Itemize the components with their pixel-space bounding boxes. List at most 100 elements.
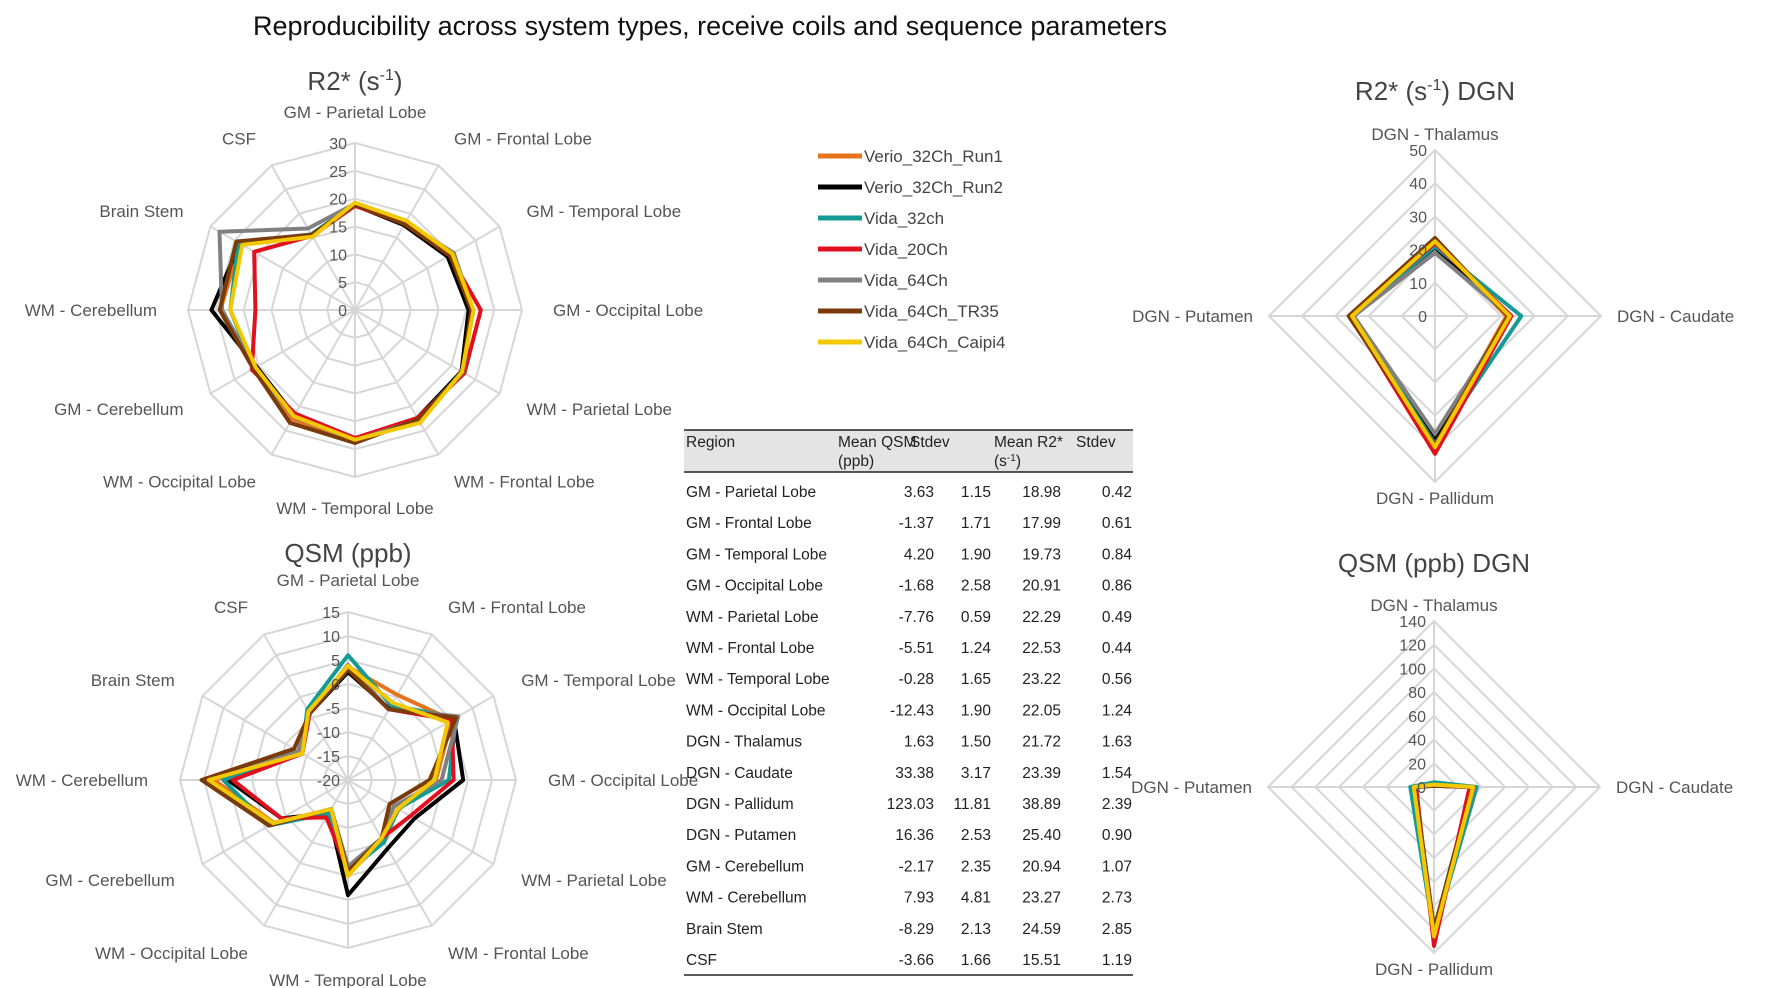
- table-cell-value: -8.29: [899, 921, 934, 938]
- table-cell-value: 4.20: [904, 546, 935, 563]
- table-cell-value: 2.13: [961, 921, 991, 938]
- table-cell-region: WM - Parietal Lobe: [686, 609, 819, 626]
- tick-label: -5: [326, 701, 340, 718]
- tick-label: 120: [1399, 638, 1426, 655]
- table-row: DGN - Putamen 16.36 2.53 25.40 0.90: [686, 827, 1132, 844]
- axis-label-dgn-putamen: DGN - Putamen: [1131, 778, 1252, 797]
- table-cell-region: WM - Occipital Lobe: [686, 702, 826, 719]
- table-cell-value: 7.93: [904, 890, 934, 907]
- tick-label: 40: [1408, 733, 1426, 750]
- table-cell-value: 22.29: [1022, 609, 1061, 626]
- tick-label: 0: [1417, 780, 1426, 797]
- table-cell-region: GM - Cerebellum: [686, 858, 804, 875]
- table-cell-value: 0.59: [961, 609, 991, 626]
- axis-label-brain-stem: Brain Stem: [91, 671, 175, 690]
- table-row: GM - Occipital Lobe -1.68 2.58 20.91 0.86: [686, 578, 1132, 595]
- table-row: GM - Temporal Lobe 4.20 1.90 19.73 0.84: [686, 546, 1132, 563]
- chart-title: R2* (s-1): [307, 66, 402, 96]
- table-cell-value: -12.43: [890, 702, 934, 719]
- table-cell-value: 17.99: [1022, 515, 1061, 532]
- table-cell-value: 0.44: [1102, 640, 1133, 657]
- table-cell-value: 20.91: [1022, 578, 1061, 595]
- table-cell-region: CSF: [686, 952, 717, 969]
- axis-label-dgn-pallidum: DGN - Pallidum: [1375, 960, 1493, 979]
- spoke-line: [209, 309, 356, 395]
- legend-label-vida-64ch-tr35: Vida_64Ch_TR35: [864, 302, 999, 321]
- table-cell-value: 0.90: [1102, 827, 1133, 844]
- series-vida-64ch-caipi4: [1350, 239, 1512, 450]
- table-cell-value: 18.98: [1022, 484, 1061, 501]
- table-row: WM - Occipital Lobe -12.43 1.90 22.05 1.24: [686, 702, 1132, 719]
- tick-label: 30: [1409, 209, 1427, 226]
- table-cell-value: 23.22: [1022, 671, 1061, 688]
- table-cell-region: GM - Parietal Lobe: [686, 484, 816, 501]
- axis-label-dgn-caudate: DGN - Caudate: [1617, 307, 1734, 326]
- table-cell-value: 0.49: [1102, 609, 1132, 626]
- axis-label-wm-frontal-lobe: WM - Frontal Lobe: [454, 473, 595, 492]
- table-row: DGN - Caudate 33.38 3.17 23.39 1.54: [686, 765, 1132, 782]
- axis-label-wm-occipital-lobe: WM - Occipital Lobe: [95, 944, 248, 963]
- table-cell-region: WM - Temporal Lobe: [686, 671, 830, 688]
- tick-label: 20: [329, 192, 347, 209]
- table-cell-value: 1.66: [961, 952, 991, 969]
- table-cell-value: 0.56: [1102, 671, 1132, 688]
- tick-label: 15: [329, 220, 347, 237]
- table-cell-value: 22.53: [1022, 640, 1061, 657]
- axis-label-wm-cerebellum: WM - Cerebellum: [25, 301, 157, 320]
- axis-label-csf: CSF: [214, 598, 248, 617]
- spoke-line: [263, 779, 349, 926]
- table-cell-value: 1.71: [961, 515, 991, 532]
- axis-label-dgn-putamen: DGN - Putamen: [1132, 307, 1253, 326]
- legend-label-vida-20ch: Vida_20Ch: [864, 240, 948, 259]
- table-cell-region: DGN - Caudate: [686, 765, 793, 782]
- table-cell-value: 123.03: [887, 796, 934, 813]
- table-row: WM - Cerebellum 7.93 4.81 23.27 2.73: [686, 890, 1132, 907]
- table-header-cell: Region: [686, 434, 735, 451]
- axis-label-dgn-thalamus: DGN - Thalamus: [1371, 125, 1498, 144]
- axis-label-dgn-caudate: DGN - Caudate: [1616, 778, 1733, 797]
- stats-table: Region Mean QSM (ppb) Stdev Mean R2* (s-1) Std…: [684, 429, 1133, 976]
- tick-label: 100: [1399, 661, 1426, 678]
- axis-label-brain-stem: Brain Stem: [99, 202, 183, 221]
- table-cell-value: 1.63: [1102, 734, 1132, 751]
- tick-label: 20: [1409, 243, 1427, 260]
- table-header-cell: Mean R2*: [994, 434, 1063, 451]
- chart-title: QSM (ppb) DGN: [1338, 548, 1530, 578]
- table-cell-value: 1.63: [904, 734, 934, 751]
- table-cell-value: 2.35: [961, 858, 991, 875]
- table-cell-value: 1.24: [1102, 702, 1133, 719]
- axis-label-wm-parietal-lobe: WM - Parietal Lobe: [527, 400, 673, 419]
- tick-label: 30: [329, 136, 347, 153]
- legend: Verio_32Ch_Run1 Verio_32Ch_Run2 Vida_32ch V…: [818, 147, 1005, 352]
- table-cell-value: 16.36: [895, 827, 934, 844]
- table-cell-value: 22.05: [1022, 702, 1061, 719]
- table-row: WM - Temporal Lobe -0.28 1.65 23.22 0.56: [686, 671, 1132, 688]
- axis-label-gm-cerebellum: GM - Cerebellum: [54, 400, 183, 419]
- table-cell-value: -3.66: [899, 952, 934, 969]
- axis-label-wm-temporal-lobe: WM - Temporal Lobe: [276, 499, 433, 518]
- table-cell-value: 23.39: [1022, 765, 1061, 782]
- axis-label-wm-frontal-lobe: WM - Frontal Lobe: [448, 944, 589, 963]
- tick-label: 60: [1408, 709, 1426, 726]
- spoke-line: [270, 309, 356, 456]
- axis-label-wm-temporal-lobe: WM - Temporal Lobe: [269, 971, 426, 988]
- tick-label: -15: [317, 749, 340, 766]
- axis-label-gm-temporal-lobe: GM - Temporal Lobe: [527, 202, 682, 221]
- table-cell-value: 1.90: [961, 702, 992, 719]
- table-row: Brain Stem -8.29 2.13 24.59 2.85: [686, 921, 1132, 938]
- table-cell-region: GM - Frontal Lobe: [686, 515, 812, 532]
- axis-label-gm-temporal-lobe: GM - Temporal Lobe: [521, 671, 676, 690]
- chart-title: QSM (ppb): [284, 538, 411, 568]
- axis-label-gm-occipital-lobe: GM - Occipital Lobe: [548, 771, 698, 790]
- axis-label-dgn-pallidum: DGN - Pallidum: [1376, 489, 1494, 508]
- legend-label-vida-32ch: Vida_32ch: [864, 209, 944, 228]
- tick-label: 0: [331, 677, 340, 694]
- table-cell-value: 1.15: [961, 484, 991, 501]
- table-cell-value: 2.53: [961, 827, 991, 844]
- table-cell-value: 0.61: [1102, 515, 1132, 532]
- table-cell-value: 25.40: [1022, 827, 1061, 844]
- table-cell-value: 1.50: [961, 734, 992, 751]
